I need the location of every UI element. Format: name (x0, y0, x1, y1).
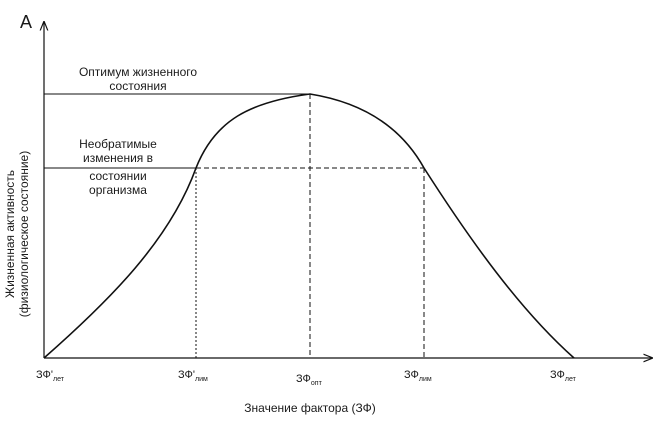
x-axis-title: Значение фактора (ЗФ) (244, 401, 375, 415)
x-tick-lethal-high: ЗФлет (550, 369, 577, 383)
irreversible-label-line1: Необратимые (79, 137, 157, 151)
x-tick-optimum-sub: опт (311, 380, 323, 387)
x-tick-lethal-high-sub: лет (565, 376, 577, 383)
optimum-label-line1: Оптимум жизненного (79, 65, 197, 79)
response-curve (43, 93, 575, 359)
y-axis-title-line2: (физиологическое состояние) (17, 151, 31, 317)
x-tick-limit-high: ЗФлим (404, 369, 432, 383)
y-axis-title-line1: Жизненная активность (3, 170, 17, 298)
x-tick-limit-low-sub: лим (195, 376, 208, 383)
irreversible-label-line3: состоянии (89, 169, 146, 183)
x-tick-lethal-low: ЗФ'лет (36, 369, 65, 383)
x-tick-optimum-main: ЗФ (296, 373, 311, 385)
x-tick-lethal-low-main: ЗФ' (36, 369, 53, 381)
irreversible-label-line4: организма (89, 183, 147, 197)
optimum-label-line2: состояния (109, 79, 166, 93)
irreversible-label-line2: изменения в (83, 151, 153, 165)
x-tick-limit-high-sub: лим (419, 376, 432, 383)
y-axis-letter: А (20, 12, 32, 32)
y-axis-title: Жизненная активность (физиологическое со… (3, 151, 31, 317)
x-tick-lethal-high-main: ЗФ (550, 369, 565, 381)
x-tick-limit-low: ЗФ'лим (178, 369, 208, 383)
x-tick-optimum: ЗФопт (296, 373, 323, 387)
x-tick-lethal-low-sub: лет (53, 376, 65, 383)
x-tick-limit-low-main: ЗФ' (178, 369, 195, 381)
x-tick-limit-high-main: ЗФ (404, 369, 419, 381)
